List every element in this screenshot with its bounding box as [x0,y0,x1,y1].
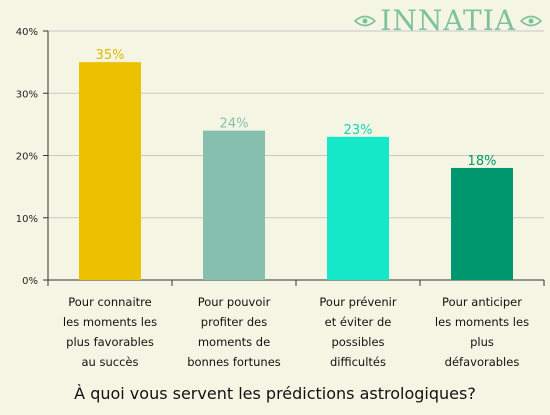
leaf-right-icon [520,15,542,26]
y-tick-label: 20% [16,152,38,163]
x-tick-label: bonnes fortunes [187,355,281,369]
data-label: 23% [344,123,373,138]
y-tick-label: 40% [16,27,38,38]
bar [327,136,389,280]
chart-title: À quoi vous servent les prédictions astr… [74,384,476,403]
x-tick-label: au succès [82,355,139,369]
x-tick-label: possibles [331,335,384,349]
x-tick-label: défavorables [445,355,520,369]
x-tick-label: difficultés [330,355,386,369]
x-tick-label: Pour anticiper [442,295,522,309]
bar [79,62,141,280]
x-tick-label: profiter des [201,315,267,329]
x-tick-label: Pour pouvoir [198,295,271,309]
x-tick-label: les moments les [435,315,529,329]
leaf-left-icon [354,15,377,26]
x-tick-label: plus favorables [66,335,154,349]
y-tick-label: 0% [22,276,38,287]
x-tick-label: les moments les [63,315,157,329]
x-tick-label: plus [470,335,494,349]
y-tick-label: 10% [16,214,38,225]
x-tick-label: Pour connaitre [68,295,151,309]
bar [451,167,513,280]
x-tick-label: moments de [198,335,270,349]
data-label: 35% [96,48,125,63]
data-label: 24% [220,117,249,132]
x-tick-label: et éviter de [325,315,392,329]
bar [203,130,265,280]
y-tick-label: 30% [16,89,38,100]
data-label: 18% [468,154,497,169]
x-tick-label: Pour prévenir [319,295,396,309]
